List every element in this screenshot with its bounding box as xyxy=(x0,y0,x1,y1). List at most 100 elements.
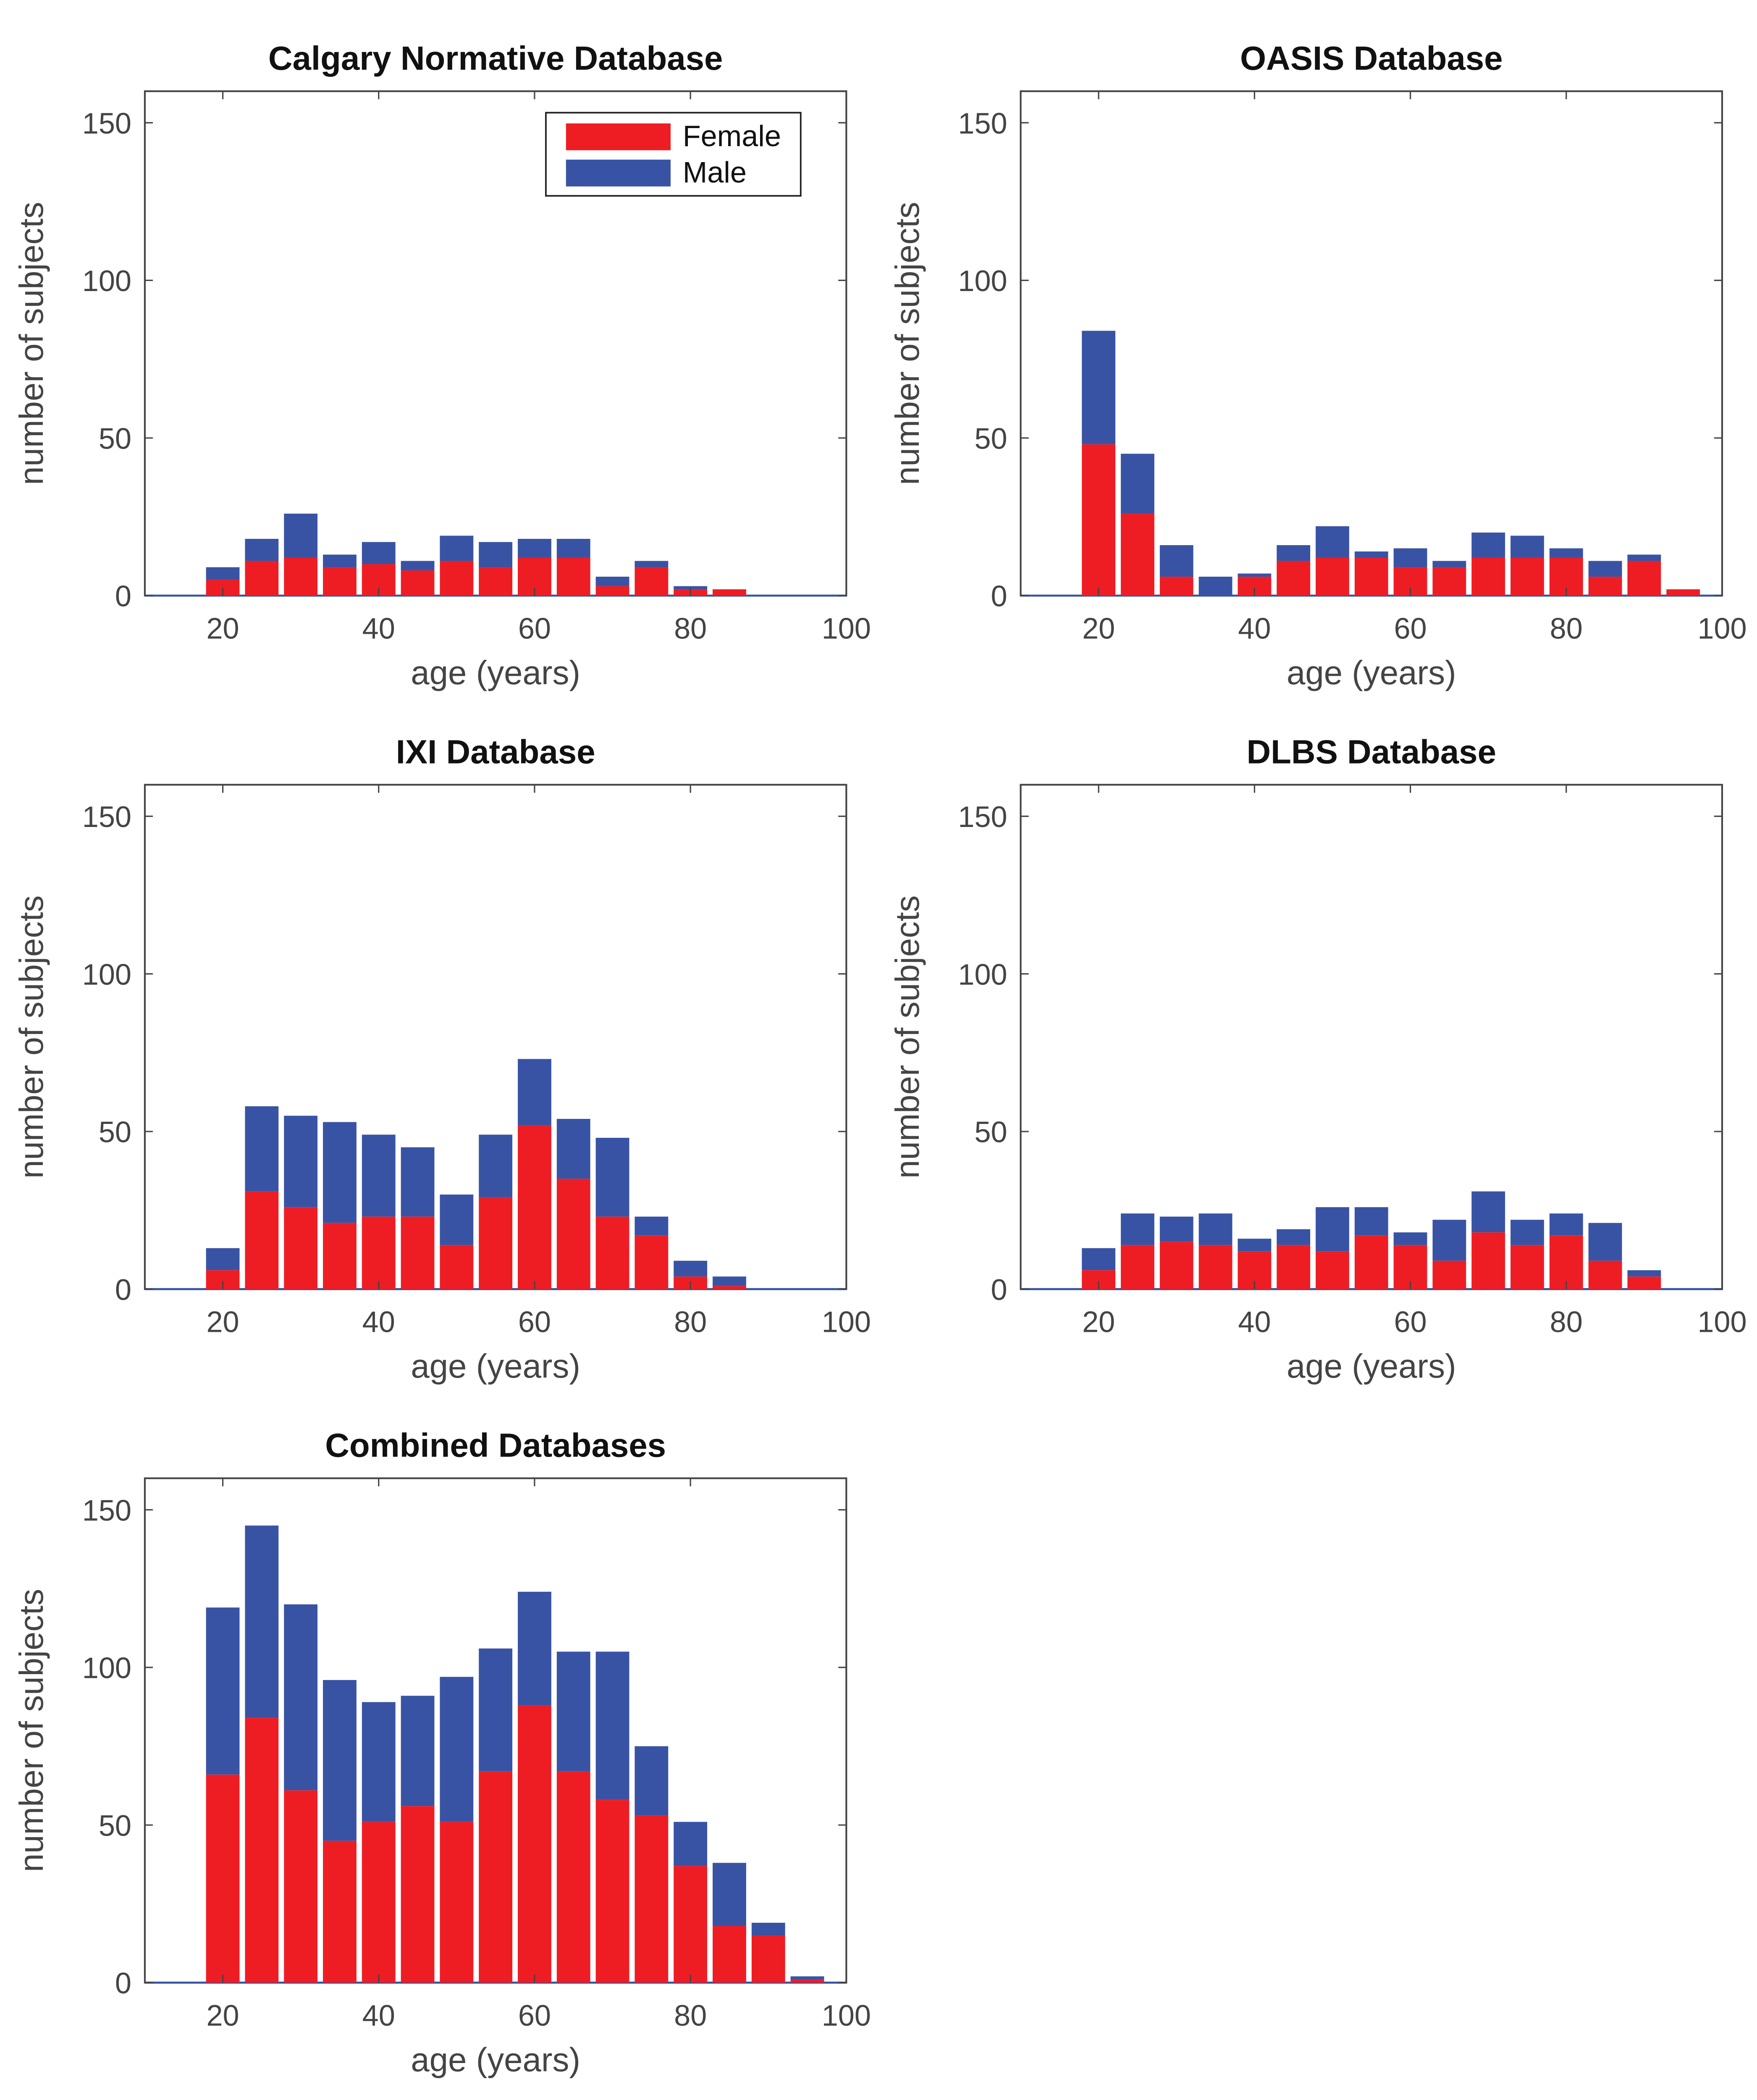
x-tick-label: 80 xyxy=(1550,612,1583,645)
bar-female xyxy=(1121,513,1154,596)
bar-female xyxy=(323,1223,357,1289)
bar-male xyxy=(245,1106,279,1192)
x-tick-label: 80 xyxy=(674,1305,707,1339)
bar-male xyxy=(440,1677,474,1822)
bar-male xyxy=(1393,1232,1427,1245)
y-axis-label: number of subjects xyxy=(13,895,50,1179)
bar-male xyxy=(1354,551,1388,558)
bar-male xyxy=(518,1591,551,1706)
bar-female xyxy=(1277,561,1311,596)
bar-female xyxy=(713,1926,746,1983)
x-axis-label: age (years) xyxy=(1287,1347,1456,1385)
bar-male xyxy=(1627,554,1661,561)
bar-male xyxy=(518,1059,551,1126)
x-tick-label: 40 xyxy=(1238,612,1271,645)
y-tick-label: 150 xyxy=(958,107,1007,140)
bar-female xyxy=(790,1979,824,1983)
x-tick-label: 60 xyxy=(1394,1305,1427,1339)
x-tick-label: 60 xyxy=(518,612,551,645)
bar-male xyxy=(674,1260,708,1277)
y-tick-label: 50 xyxy=(974,1116,1007,1149)
y-tick-label: 100 xyxy=(82,958,131,991)
bar-male xyxy=(401,1696,435,1806)
bar-female xyxy=(556,558,590,596)
bar-male xyxy=(1510,536,1544,558)
bar-male xyxy=(1354,1207,1388,1236)
y-axis-label: number of subjects xyxy=(889,895,926,1179)
y-tick-label: 100 xyxy=(82,264,131,297)
bar-female xyxy=(595,1800,629,1983)
bar-male xyxy=(401,1147,435,1217)
bar-female xyxy=(479,1197,513,1289)
x-axis-label: age (years) xyxy=(411,654,580,691)
bar-female xyxy=(401,1806,435,1983)
bar-male xyxy=(1121,454,1154,514)
x-tick-label: 20 xyxy=(206,612,239,645)
bar-male xyxy=(1432,561,1466,567)
bar-female xyxy=(674,1866,708,1983)
x-tick-label: 80 xyxy=(1550,1305,1583,1339)
bar-male xyxy=(635,561,669,567)
bar-male xyxy=(362,1134,396,1217)
bar-male xyxy=(1588,1223,1622,1261)
bar-female xyxy=(1510,558,1544,596)
bar-male xyxy=(284,1604,318,1790)
bar-male xyxy=(362,542,396,564)
x-tick-label: 60 xyxy=(518,1305,551,1339)
subplot-1: 20 40 60 80 100 0 50 100 150 Calgary Normative Da… xyxy=(13,39,871,691)
bar-female xyxy=(1666,589,1700,596)
bar-female xyxy=(595,1216,629,1289)
y-tick-label: 0 xyxy=(115,1966,131,2000)
x-tick-label: 20 xyxy=(1082,1305,1115,1339)
bar-male xyxy=(440,1194,474,1245)
x-tick-label: 100 xyxy=(822,1999,871,2032)
y-tick-label: 0 xyxy=(115,1273,131,1306)
subplot-3: 20 40 60 80 100 0 50 100 150 IXI Database age (yea… xyxy=(13,733,871,1385)
bar-female xyxy=(635,1235,669,1289)
x-tick-label: 40 xyxy=(1238,1305,1271,1339)
bar-male xyxy=(556,1651,590,1772)
y-tick-label: 150 xyxy=(958,800,1007,833)
y-tick-label: 0 xyxy=(991,1273,1007,1306)
bar-male xyxy=(1198,577,1233,596)
bar-female xyxy=(1316,1251,1349,1289)
bar-female xyxy=(1588,1260,1622,1289)
bar-male xyxy=(595,1651,629,1800)
bar-female xyxy=(245,561,279,596)
x-tick-label: 100 xyxy=(1697,1305,1747,1339)
bar-female xyxy=(479,567,513,596)
bar-male xyxy=(635,1216,669,1236)
x-tick-label: 100 xyxy=(1697,612,1747,645)
bar-female xyxy=(1198,1245,1233,1289)
x-tick-label: 20 xyxy=(206,1999,239,2032)
bar-female xyxy=(518,1705,551,1983)
bar-female xyxy=(595,586,629,596)
bar-male xyxy=(1277,1229,1311,1245)
y-tick-label: 50 xyxy=(99,422,131,455)
bar-female xyxy=(1627,561,1661,596)
bar-female xyxy=(1354,558,1388,596)
legend-label: Female xyxy=(683,119,781,152)
bar-male xyxy=(1393,548,1427,567)
bar-female xyxy=(362,1216,396,1289)
bar-male xyxy=(595,577,629,586)
bar-male xyxy=(245,1525,279,1718)
y-tick-label: 100 xyxy=(82,1651,131,1685)
bar-female xyxy=(1159,1242,1193,1289)
x-tick-label: 20 xyxy=(206,1305,239,1339)
bar-female xyxy=(284,1790,318,1983)
chart-title: IXI Database xyxy=(396,733,595,770)
y-tick-label: 50 xyxy=(99,1809,131,1842)
bar-male xyxy=(479,542,513,567)
bar-female xyxy=(362,1822,396,1983)
bar-female xyxy=(1354,1235,1388,1289)
bar-female xyxy=(284,558,318,596)
legend-swatch-male xyxy=(566,160,671,186)
bar-female xyxy=(1432,567,1466,596)
bar-male xyxy=(713,1863,746,1926)
bar-male xyxy=(1316,526,1349,558)
x-tick-label: 80 xyxy=(674,1999,707,2032)
bar-female xyxy=(1510,1245,1544,1289)
bar-female xyxy=(323,567,357,596)
